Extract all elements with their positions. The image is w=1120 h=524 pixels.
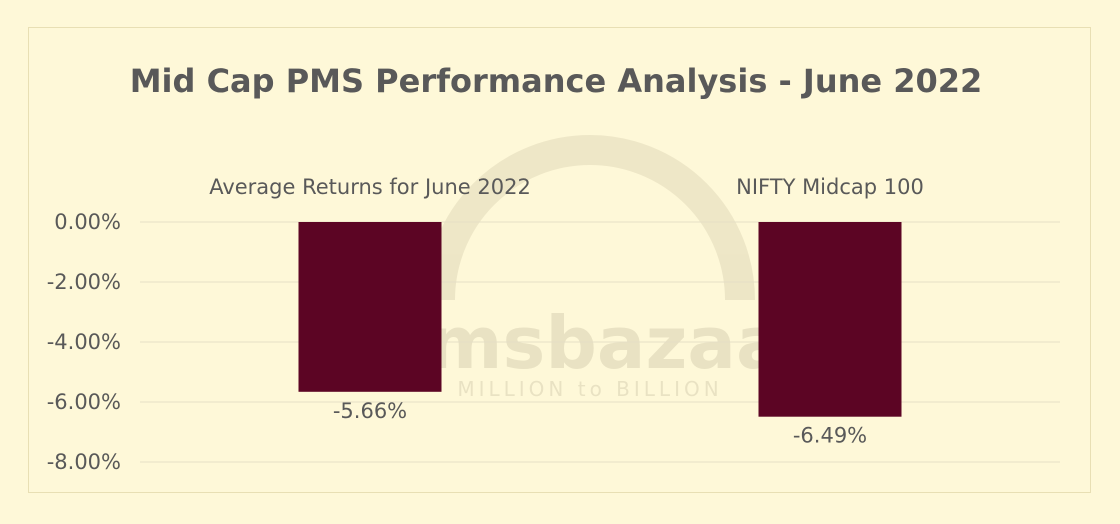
gridlines (140, 221, 1060, 463)
data-label: -5.66% (333, 399, 407, 423)
y-tick-label: -2.00% (47, 270, 121, 294)
svg-text:pmsbazaar: pmsbazaar (376, 301, 821, 385)
y-axis-ticks: 0.00% -2.00% -4.00% -6.00% -8.00% (47, 210, 121, 474)
chart-frame (28, 27, 1091, 493)
y-tick-label: -8.00% (47, 450, 121, 474)
chart-title: Mid Cap PMS Performance Analysis - June … (129, 62, 983, 100)
svg-text:MILLION to BILLION: MILLION to BILLION (457, 377, 722, 401)
data-labels: -5.66% -6.49% (333, 399, 867, 448)
bar (758, 222, 902, 417)
data-label: -6.49% (793, 424, 867, 448)
y-tick-label: -4.00% (47, 330, 121, 354)
y-tick-label: -6.00% (47, 390, 121, 414)
bar (298, 222, 442, 392)
category-label: NIFTY Midcap 100 (736, 175, 924, 199)
bars (298, 222, 902, 417)
y-tick-label: 0.00% (54, 210, 121, 234)
watermark-logo: pmsbazaar MILLION to BILLION (376, 135, 821, 401)
category-labels: Average Returns for June 2022 NIFTY Midca… (209, 175, 924, 199)
category-label: Average Returns for June 2022 (209, 175, 531, 199)
